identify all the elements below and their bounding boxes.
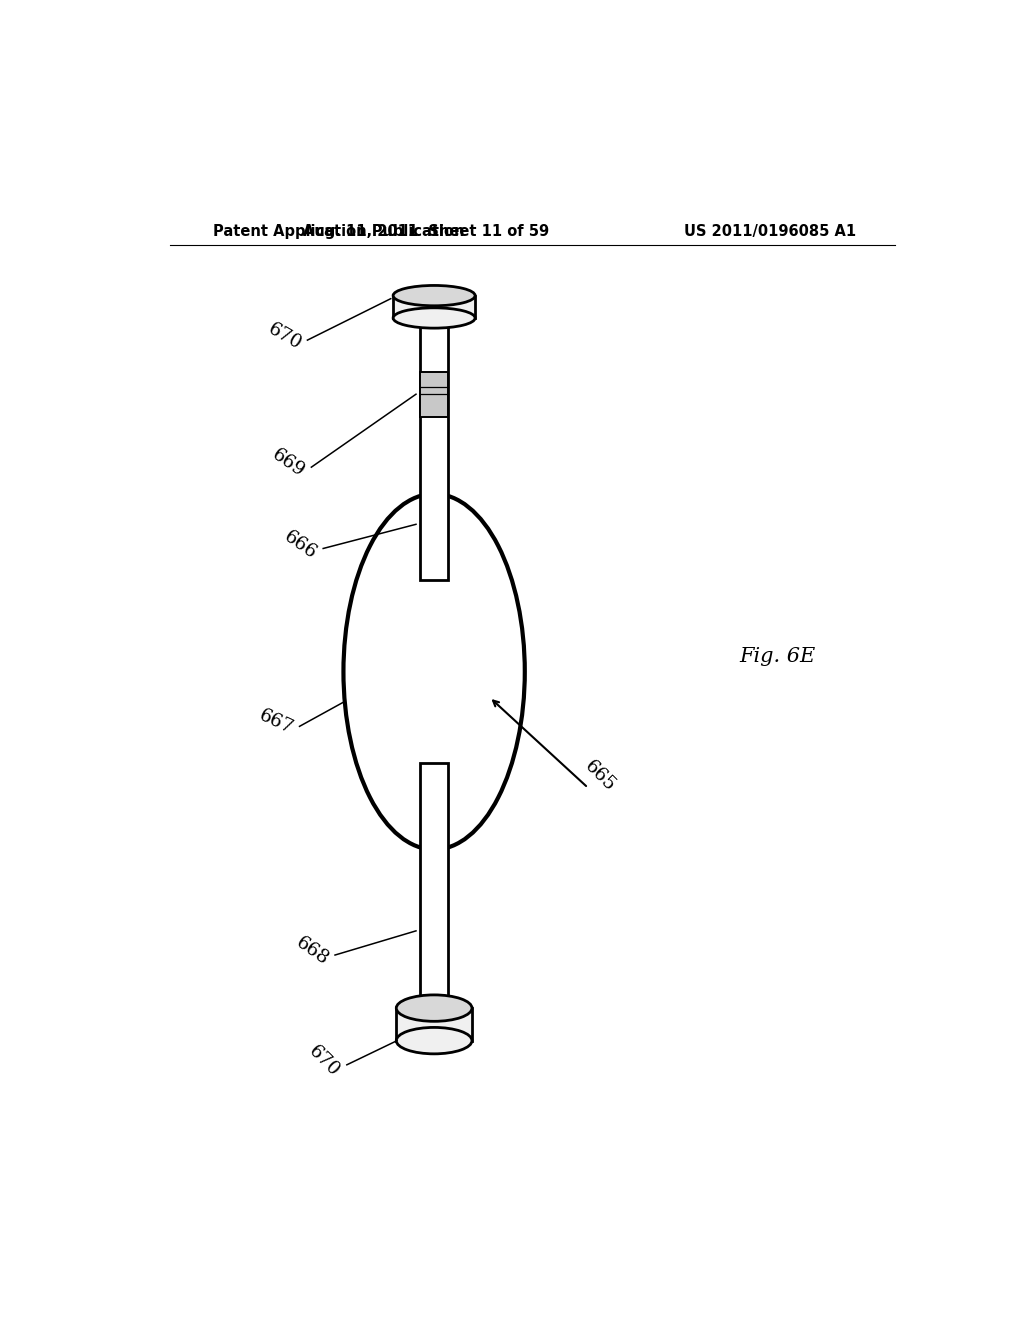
Text: Patent Application Publication: Patent Application Publication [213, 224, 465, 239]
Text: 670: 670 [305, 1041, 343, 1080]
Text: Fig. 6E: Fig. 6E [739, 647, 815, 665]
Text: 666: 666 [281, 527, 319, 562]
Polygon shape [420, 315, 449, 581]
Text: 669: 669 [268, 446, 308, 480]
Ellipse shape [396, 1027, 472, 1053]
Text: Aug. 11, 2011  Sheet 11 of 59: Aug. 11, 2011 Sheet 11 of 59 [303, 224, 549, 239]
Polygon shape [393, 296, 475, 318]
Text: 665: 665 [581, 758, 618, 796]
Ellipse shape [396, 995, 472, 1022]
Ellipse shape [393, 285, 475, 306]
Polygon shape [420, 372, 449, 417]
Polygon shape [396, 1008, 472, 1040]
Text: 667: 667 [256, 706, 296, 738]
Ellipse shape [393, 308, 475, 329]
Text: 670: 670 [264, 319, 304, 352]
Text: US 2011/0196085 A1: US 2011/0196085 A1 [684, 224, 856, 239]
Text: 668: 668 [292, 933, 332, 969]
Polygon shape [420, 763, 449, 1018]
Ellipse shape [343, 494, 524, 850]
